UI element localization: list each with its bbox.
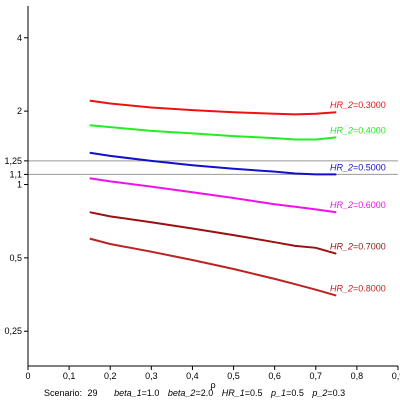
param-equals: =	[195, 388, 200, 398]
series-label: HR_2=0.3000	[330, 100, 386, 110]
series-group	[89, 99, 337, 297]
series-name: HR_2	[330, 125, 353, 135]
param-name: beta_2	[168, 388, 196, 398]
axes	[27, 6, 398, 367]
series-label: HR_2=0.6000	[330, 200, 386, 210]
param-equals: =	[142, 388, 147, 398]
series-line	[89, 211, 337, 255]
scenario-label: Scenario:	[44, 388, 82, 398]
series-line	[89, 124, 337, 141]
series-name: HR_2	[330, 200, 353, 210]
x-axis-ticks: 0 0,1 0,2 0,3 0,4 0,5 0,6 0,7 0,8 0,9	[25, 366, 400, 381]
param-value: 2.0	[201, 388, 214, 398]
param-name: HR_1	[222, 388, 245, 398]
scenario-caption: Scenario: 29 beta_1=1.0 beta_2=2.0 HR_1=…	[44, 388, 345, 398]
scenario-value: 29	[88, 388, 98, 398]
y-tick-label: 0,5	[9, 253, 22, 263]
series-value: =0.6000	[353, 200, 386, 210]
param-equals: =	[245, 388, 250, 398]
y-tick-label: 1,1	[9, 169, 22, 179]
y-tick-label: 1,25	[4, 156, 22, 166]
x-tick-label: 0,3	[145, 371, 158, 381]
y-tick-label: 2	[17, 106, 22, 116]
param-name: p_1	[270, 388, 286, 398]
x-tick-label: 0,8	[351, 371, 364, 381]
series-label: HR_2=0.7000	[330, 242, 386, 252]
series-value: =0.4000	[353, 125, 386, 135]
series-line	[89, 151, 337, 176]
series-name: HR_2	[330, 242, 353, 252]
param-value: 0.5	[291, 388, 304, 398]
param-equals: =	[327, 388, 332, 398]
param-value: 1.0	[147, 388, 160, 398]
series-label: HR_2=0.8000	[330, 284, 386, 294]
param-name: p_2	[311, 388, 327, 398]
series-line	[89, 177, 337, 214]
x-tick-label: 0,5	[227, 371, 240, 381]
param-equals: =	[286, 388, 291, 398]
series-value: =0.3000	[353, 100, 386, 110]
series-label: HR_2=0.4000	[330, 125, 386, 135]
series-name: HR_2	[330, 162, 353, 172]
x-tick-label: 0,7	[310, 371, 323, 381]
x-tick-label: 0,1	[63, 371, 76, 381]
param-name: beta_1	[114, 388, 142, 398]
series-value: =0.7000	[353, 242, 386, 252]
series-line	[89, 99, 337, 116]
y-axis-ticks: 0,25 0,5 11,1 1,25 2 4	[4, 33, 28, 336]
y-tick-label: 0,25	[4, 326, 22, 336]
series-name: HR_2	[330, 284, 353, 294]
x-tick-label: 0,6	[268, 371, 281, 381]
x-tick-label: 0,2	[104, 371, 117, 381]
series-name: HR_2	[330, 100, 353, 110]
series-labels: HR_2=0.3000HR_2=0.4000HR_2=0.5000HR_2=0.…	[330, 100, 386, 293]
x-tick-label: 0,4	[186, 371, 199, 381]
x-tick-label: 0	[25, 371, 30, 381]
series-label: HR_2=0.5000	[330, 162, 386, 172]
series-value: =0.5000	[353, 162, 386, 172]
x-axis-label: ρ	[210, 380, 215, 390]
param-value: 0.5	[250, 388, 263, 398]
y-tick-label: 4	[17, 33, 22, 43]
y-tick-label: 1	[17, 179, 22, 189]
reference-lines	[28, 160, 398, 175]
param-value: 0.3	[333, 388, 346, 398]
x-tick-label: 0,9	[392, 371, 400, 381]
series-value: =0.8000	[353, 284, 386, 294]
series-line	[89, 237, 337, 297]
